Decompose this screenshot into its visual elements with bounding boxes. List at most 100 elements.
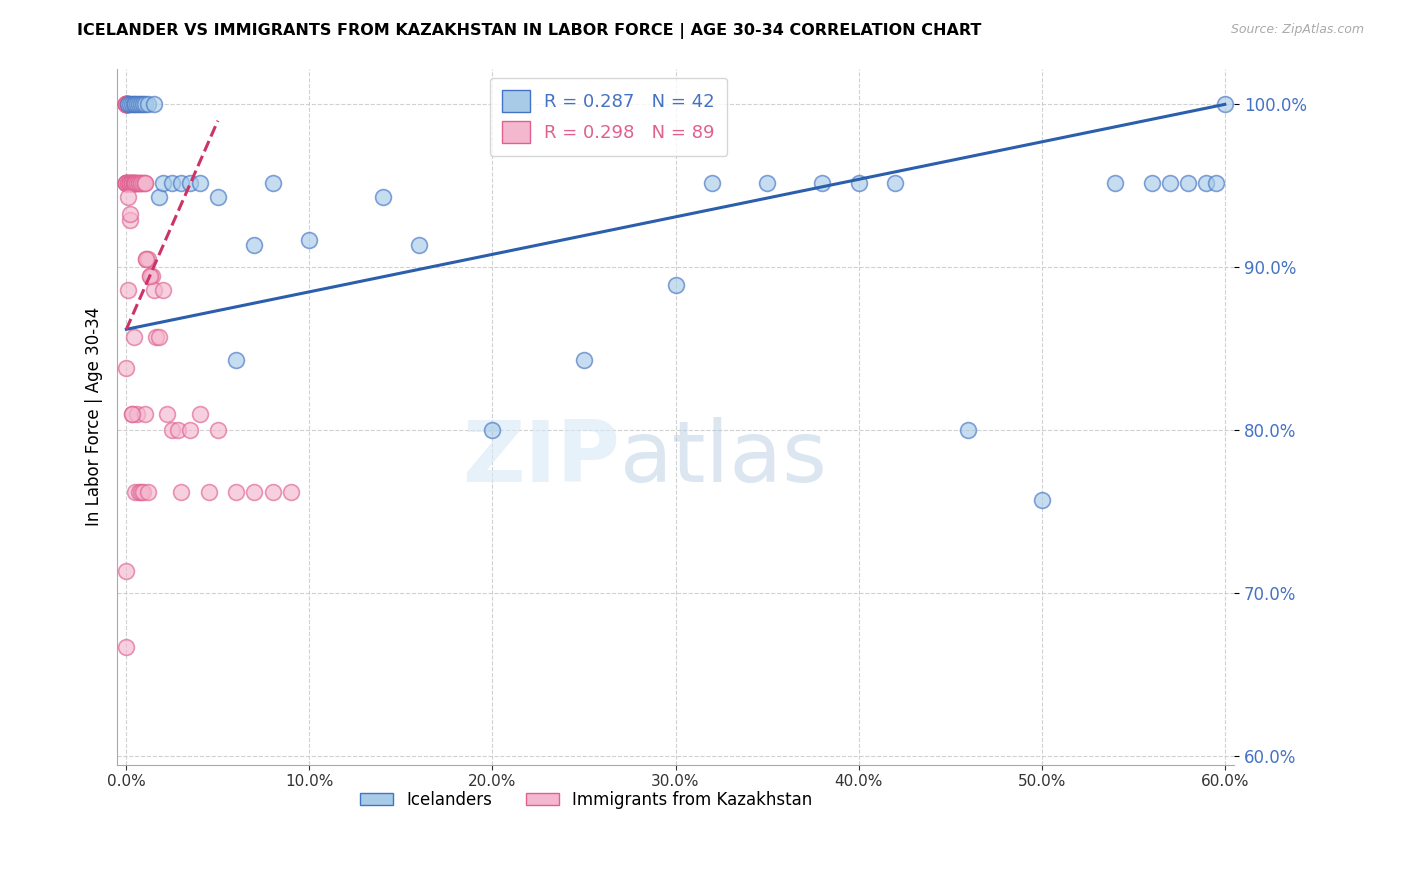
Point [1205,176,1227,190]
Point [1140,176,1163,190]
Legend: Icelanders, Immigrants from Kazakhstan: Icelanders, Immigrants from Kazakhstan [353,784,820,815]
Point [166,423,188,437]
Point [134,407,156,421]
Point [118,97,141,112]
Point [160,423,183,437]
Point [132,176,155,190]
Point [371,190,394,204]
Point [121,97,143,112]
Point [145,330,167,344]
Point [117,97,139,112]
Point [135,252,157,267]
Point [115,97,138,112]
Point [572,353,595,368]
Point [124,97,146,112]
Y-axis label: In Labor Force | Age 30-34: In Labor Force | Age 30-34 [86,307,103,526]
Point [115,97,138,112]
Point [179,423,201,437]
Point [884,176,907,190]
Point [139,268,162,283]
Point [134,176,156,190]
Point [128,97,150,112]
Point [207,423,229,437]
Point [128,176,150,190]
Point [243,485,266,500]
Point [127,407,149,421]
Point [132,485,155,500]
Point [129,176,152,190]
Point [1213,97,1236,112]
Point [121,176,143,190]
Point [122,330,145,344]
Point [122,176,145,190]
Point [118,176,141,190]
Point [127,176,149,190]
Point [115,176,138,190]
Point [117,97,139,112]
Point [115,176,138,190]
Point [127,176,149,190]
Point [115,97,138,112]
Point [117,176,139,190]
Point [1031,493,1053,508]
Point [115,97,138,112]
Point [141,268,163,283]
Point [152,176,174,190]
Point [170,176,193,190]
Point [129,485,152,500]
Point [207,190,229,204]
Point [197,485,219,500]
Point [225,485,247,500]
Point [188,176,211,190]
Point [117,190,139,204]
Point [117,97,139,112]
Point [118,176,141,190]
Point [118,176,141,190]
Text: atlas: atlas [620,417,828,500]
Point [118,206,141,220]
Text: Source: ZipAtlas.com: Source: ZipAtlas.com [1230,23,1364,37]
Point [118,176,141,190]
Point [115,361,138,376]
Point [135,252,157,267]
Point [117,176,139,190]
Point [756,176,779,190]
Point [1195,176,1218,190]
Point [117,283,139,297]
Point [122,176,145,190]
Point [280,485,302,500]
Point [142,97,165,112]
Point [156,407,179,421]
Point [298,233,321,247]
Point [121,176,143,190]
Point [1104,176,1126,190]
Point [134,176,156,190]
Point [702,176,724,190]
Point [115,97,138,112]
Point [811,176,834,190]
Point [124,176,146,190]
Point [115,176,138,190]
Point [408,237,430,252]
Point [243,237,266,252]
Point [134,97,156,112]
Point [129,97,152,112]
Point [152,283,174,297]
Point [957,423,980,437]
Point [118,213,141,227]
Point [142,283,165,297]
Point [115,97,138,112]
Point [115,564,138,578]
Point [664,278,686,293]
Text: ZIP: ZIP [463,417,620,500]
Point [124,176,146,190]
Point [115,97,138,112]
Point [262,485,284,500]
Point [132,97,155,112]
Point [115,176,138,190]
Point [225,353,247,368]
Point [128,485,150,500]
Point [148,330,170,344]
Point [115,97,138,112]
Point [117,97,139,112]
